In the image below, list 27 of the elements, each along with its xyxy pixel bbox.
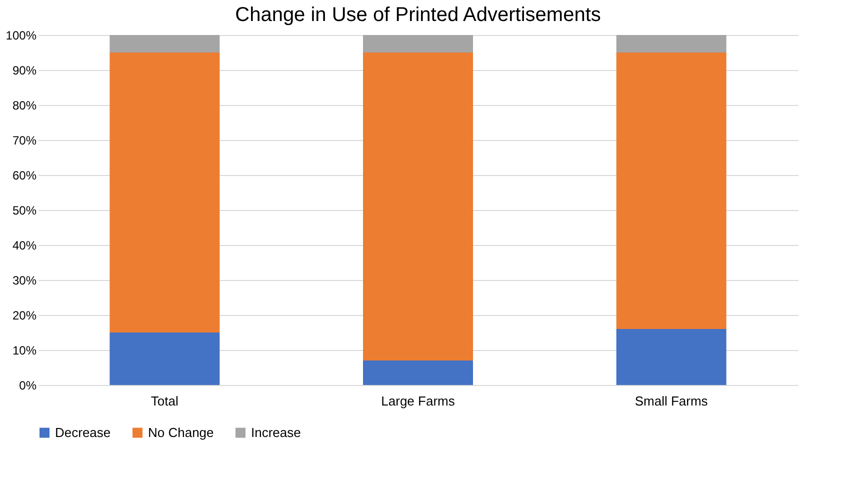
bar: [110, 52, 220, 332]
bar: [363, 360, 473, 385]
y-tick-label: 80%: [12, 98, 37, 112]
bar: [363, 52, 473, 360]
y-tick-label: 50%: [12, 204, 37, 218]
legend-label: Decrease: [55, 424, 111, 440]
y-tick-label: 100%: [6, 28, 37, 42]
y-tick-label: 20%: [12, 308, 37, 322]
bar: [616, 329, 726, 385]
bar: [616, 35, 726, 52]
y-tick-label: 30%: [12, 274, 37, 288]
bar: [110, 35, 220, 52]
x-tick-label: Large Farms: [381, 394, 456, 408]
chart-title: Change in Use of Printed Advertisements: [235, 4, 601, 26]
x-tick-label: Small Farms: [634, 394, 708, 408]
x-tick-label: Total: [150, 394, 179, 408]
y-tick-label: 10%: [12, 344, 37, 358]
bar: [110, 332, 220, 385]
y-tick-label: 90%: [12, 64, 37, 78]
legend-label: No Change: [148, 424, 214, 440]
bar: [363, 35, 473, 52]
legend-label: Increase: [251, 424, 301, 440]
y-tick-label: 0%: [19, 378, 37, 392]
y-tick-label: 70%: [12, 134, 37, 148]
y-tick-label: 40%: [12, 238, 37, 252]
bar: [616, 52, 726, 329]
y-tick-label: 60%: [12, 168, 37, 182]
